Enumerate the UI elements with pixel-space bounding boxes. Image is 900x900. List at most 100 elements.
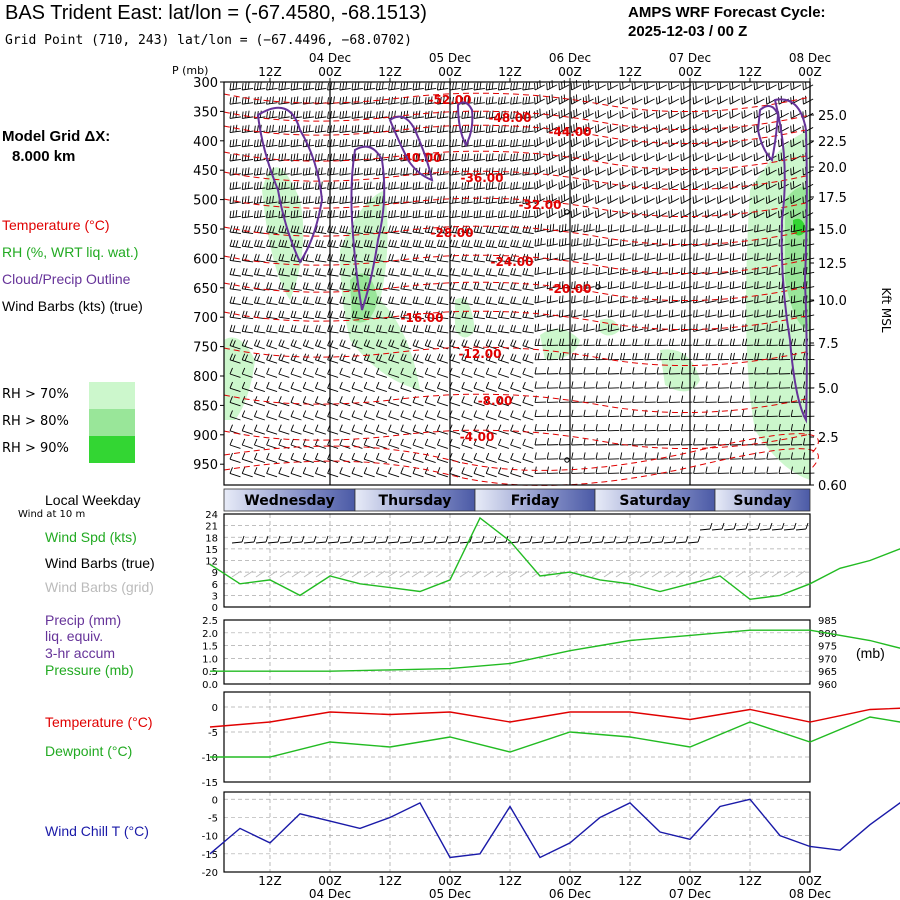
wind-barb-flag xyxy=(449,367,453,375)
wind-barb-shaft xyxy=(315,373,327,378)
wind-barb xyxy=(693,381,705,389)
wind-barb-flag xyxy=(342,354,346,361)
wind-barb-flag xyxy=(430,96,433,104)
wind-barb xyxy=(546,108,558,119)
wind-barb-flag xyxy=(732,295,735,303)
wind-barb xyxy=(717,209,728,219)
wind-barb xyxy=(534,323,546,332)
wind-barb-flag xyxy=(488,254,492,261)
wind-barb xyxy=(717,281,729,290)
wind-barb-shaft xyxy=(412,187,424,190)
wind-barb xyxy=(497,210,510,219)
wind-barb-flag xyxy=(558,324,561,332)
wind-barb-shaft xyxy=(290,316,302,320)
wind-barb-flag xyxy=(622,338,626,346)
wind-barb-flag xyxy=(461,139,464,147)
wind-barb xyxy=(802,367,815,375)
wind-barb-flag xyxy=(327,253,330,261)
wind-barb-flag xyxy=(488,225,492,233)
wind-barb-shaft xyxy=(498,288,510,291)
wind-barb-shaft xyxy=(278,345,290,350)
wind-barb-flag xyxy=(293,239,297,247)
wind-barb-shaft xyxy=(693,300,705,304)
wind-barb-shaft xyxy=(766,127,777,133)
wind-barb-shaft xyxy=(327,231,339,234)
wind-barb-flag xyxy=(266,210,268,218)
wind-barb-flag xyxy=(473,296,477,304)
wind-barb xyxy=(546,338,559,347)
wind-barb-shaft xyxy=(595,286,607,290)
wind-barb-flag xyxy=(473,339,477,346)
wind-barb-flag xyxy=(235,240,239,248)
wind-barb xyxy=(436,82,449,91)
wind-barb-flag xyxy=(778,338,781,346)
wind-barb-flag xyxy=(412,139,415,147)
wind-barb-flag xyxy=(244,282,248,290)
wind-barb-flag xyxy=(793,266,796,275)
wind-barb-flag xyxy=(253,253,257,261)
wind-barb xyxy=(583,237,595,247)
wind-barb-flag xyxy=(342,254,346,261)
wind-barb xyxy=(363,267,376,277)
wind-barb-flag xyxy=(351,410,355,417)
wind-barb-shaft xyxy=(290,231,302,234)
wind-barb xyxy=(546,136,558,148)
wind-barb xyxy=(473,324,485,334)
wind-barb xyxy=(680,409,693,418)
wind-barb-shaft xyxy=(681,183,692,190)
wind-barb xyxy=(266,210,278,219)
wind-barb-flag xyxy=(424,310,428,318)
wind-barb-flag xyxy=(345,226,349,233)
wind-barb xyxy=(375,381,388,393)
wind-barb xyxy=(241,210,254,219)
wind-barb-flag xyxy=(741,267,744,275)
wind-barb-shaft xyxy=(242,215,254,219)
wind-barb-flag xyxy=(229,253,233,261)
wind-barb-flag xyxy=(391,340,395,347)
wind-barb xyxy=(741,166,753,176)
wind-barb-flag xyxy=(363,111,366,119)
wind-barb-flag xyxy=(717,253,720,261)
wind-barb xyxy=(741,224,754,233)
wind-barb xyxy=(729,281,742,290)
wind-barb-shaft xyxy=(473,302,485,305)
wind-barb xyxy=(522,267,534,277)
wind-barb-flag xyxy=(497,310,501,318)
wind-barb-shaft xyxy=(498,401,510,407)
wind-barb-shaft xyxy=(559,300,571,304)
wind-barb-flag xyxy=(766,352,769,360)
wind-barb-shaft xyxy=(754,286,766,290)
wind-barb xyxy=(400,267,412,277)
wind-barb-shaft xyxy=(364,130,376,134)
wind-barb-flag xyxy=(412,154,415,162)
wind-barb xyxy=(449,381,461,393)
wind-barb-flag xyxy=(290,424,294,431)
wind-barb-flag xyxy=(525,268,529,276)
wind-barb-shaft xyxy=(693,84,704,91)
wind-barb xyxy=(692,81,704,91)
wind-barb-flag xyxy=(720,323,723,331)
wind-barb-flag xyxy=(586,338,589,346)
wind-barb xyxy=(363,110,376,119)
wind-barb xyxy=(400,339,412,350)
wind-barb-flag xyxy=(400,339,404,346)
wind-barb xyxy=(693,238,705,247)
wind-barb-shaft xyxy=(644,314,656,318)
wind-barb-flag xyxy=(327,381,331,389)
wind-barb-shaft xyxy=(510,274,522,277)
wind-barb-flag xyxy=(497,196,500,204)
wind-barb xyxy=(253,424,266,435)
wind-barb-flag xyxy=(571,423,574,431)
wind-barb-flag xyxy=(327,239,330,247)
wind-barb xyxy=(546,122,558,133)
wind-barb-flag xyxy=(293,139,296,147)
wind-barb-flag xyxy=(534,338,537,346)
wind-barb xyxy=(607,238,620,247)
wind-barb-flag xyxy=(342,282,346,290)
wind-barb-shaft xyxy=(364,116,376,119)
wind-barb xyxy=(558,223,571,233)
wind-barb-flag xyxy=(403,225,407,233)
wind-barb xyxy=(363,367,375,378)
wind-barb-flag xyxy=(436,182,439,190)
wind-barb-flag xyxy=(467,110,470,118)
